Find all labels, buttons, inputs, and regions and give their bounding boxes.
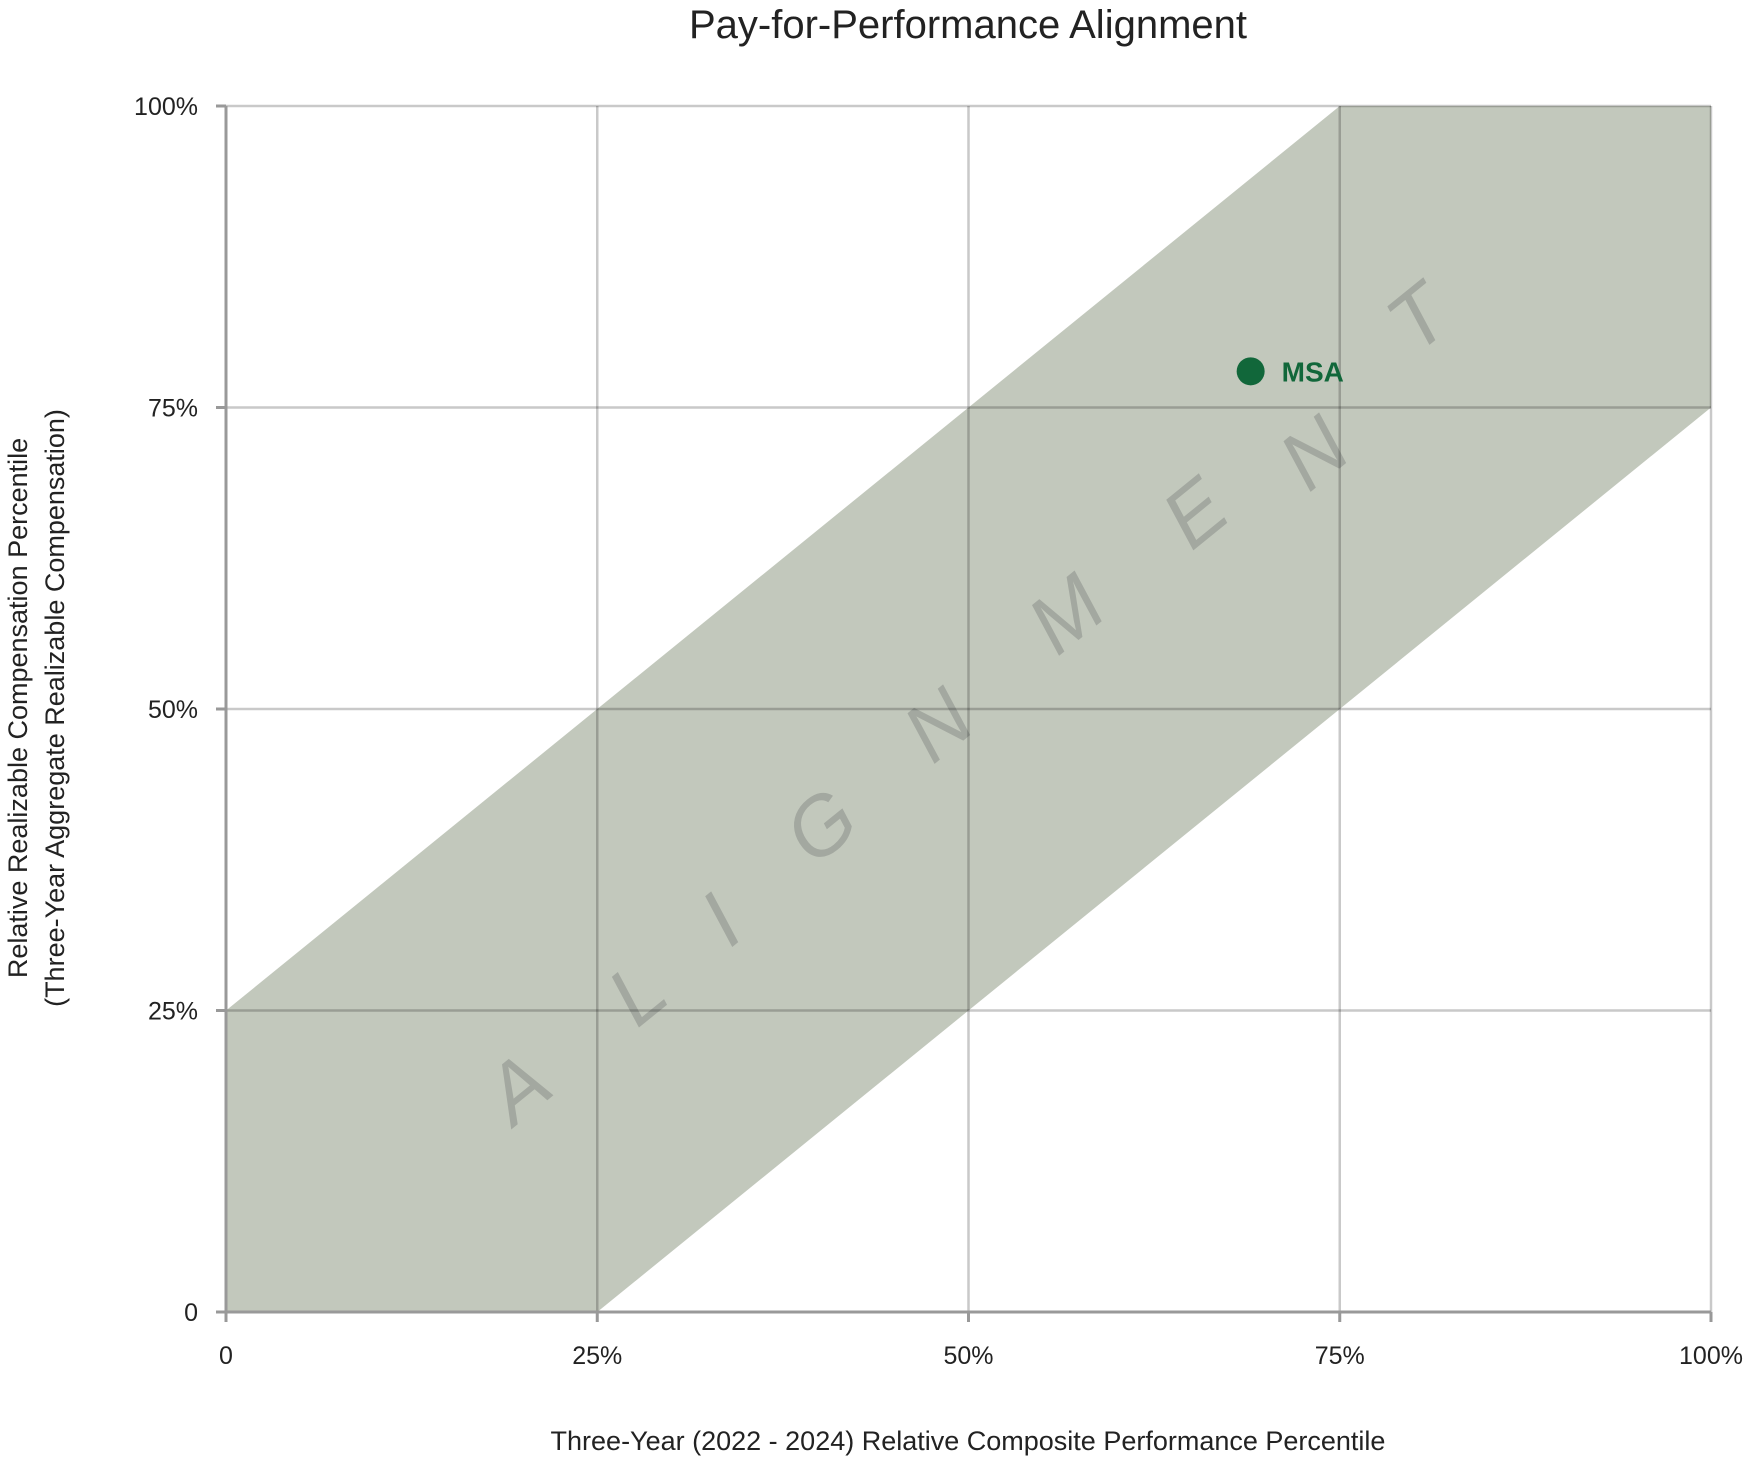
x-tick-label: 0 [219, 1342, 233, 1370]
y-tick-label: 0 [184, 1299, 198, 1327]
x-tick-label: 100% [1679, 1342, 1743, 1370]
x-tick-label: 25% [572, 1342, 622, 1370]
y-tick-label: 50% [148, 696, 198, 724]
x-tick-label: 75% [1315, 1342, 1365, 1370]
x-tick-label: 50% [943, 1342, 993, 1370]
chart-title: Pay-for-Performance Alignment [689, 3, 1247, 47]
y-tick-label: 75% [148, 395, 198, 423]
y-tick-label: 100% [134, 93, 198, 121]
data-point-label: MSA [1282, 356, 1344, 387]
y-axis-label-line2: (Three-Year Aggregate Realizable Compens… [40, 409, 70, 1007]
x-axis-label: Three-Year (2022 - 2024) Relative Compos… [551, 1426, 1386, 1456]
data-point [1236, 357, 1265, 386]
alignment-band [226, 106, 1711, 1312]
y-tick-label: 25% [148, 998, 198, 1026]
y-axis-label-line1: Relative Realizable Compensation Percent… [3, 438, 33, 978]
